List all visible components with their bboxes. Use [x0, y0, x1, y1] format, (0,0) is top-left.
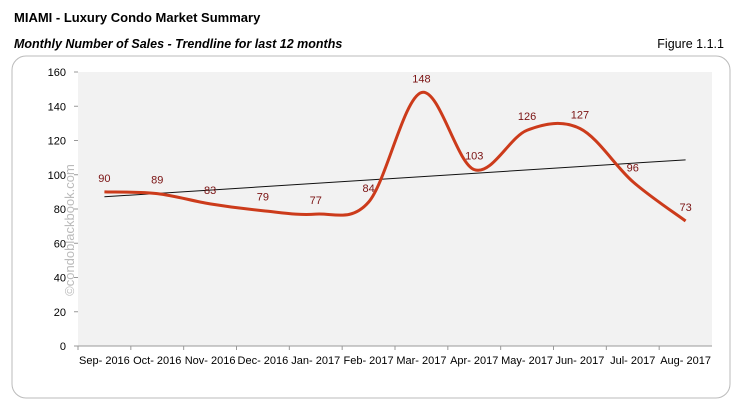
data-label: 126: [518, 111, 536, 123]
x-tick-label: May- 2017: [501, 355, 553, 367]
chart-subtitle: Monthly Number of Sales - Trendline for …: [14, 37, 342, 51]
y-tick-label: 140: [48, 101, 66, 113]
x-tick-label: Feb- 2017: [344, 355, 394, 367]
figure-label: Figure 1.1.1: [657, 37, 724, 51]
watermark: ©condoblackbook.com: [62, 164, 77, 296]
data-label: 83: [204, 185, 216, 197]
trendline: [104, 159, 686, 198]
data-label: 90: [98, 173, 110, 185]
data-label: 127: [571, 110, 589, 122]
x-tick-label: Mar- 2017: [396, 355, 446, 367]
x-tick-label: Jun- 2017: [555, 355, 604, 367]
y-tick-label: 40: [54, 273, 66, 285]
y-tick-label: 120: [48, 136, 66, 148]
y-tick-label: 20: [54, 307, 66, 319]
data-label: 79: [257, 192, 269, 204]
x-tick-label: Jul- 2017: [610, 355, 655, 367]
x-tick-label: Sep- 2016: [79, 355, 130, 367]
data-label: 89: [151, 175, 163, 187]
data-label: 148: [412, 74, 430, 86]
data-label: 96: [627, 163, 639, 175]
x-tick-label: Nov- 2016: [185, 355, 236, 367]
data-label: 103: [465, 151, 483, 163]
x-tick-label: Dec- 2016: [238, 355, 289, 367]
y-tick-label: 60: [54, 238, 66, 250]
x-tick-label: Jan- 2017: [291, 355, 340, 367]
y-tick-label: 80: [54, 204, 66, 216]
y-tick-label: 0: [60, 341, 66, 353]
series-line: [104, 91, 687, 223]
data-label: 73: [679, 202, 691, 214]
x-tick-label: Apr- 2017: [450, 355, 498, 367]
chart-title: MIAMI - Luxury Condo Market Summary: [14, 10, 261, 25]
y-tick-label: 100: [48, 170, 66, 182]
y-tick-label: 160: [48, 67, 66, 79]
data-label: 84: [362, 183, 374, 195]
data-label: 77: [310, 195, 322, 207]
x-tick-label: Oct- 2016: [133, 355, 181, 367]
x-tick-label: Aug- 2017: [660, 355, 711, 367]
plot-area: [78, 72, 712, 346]
